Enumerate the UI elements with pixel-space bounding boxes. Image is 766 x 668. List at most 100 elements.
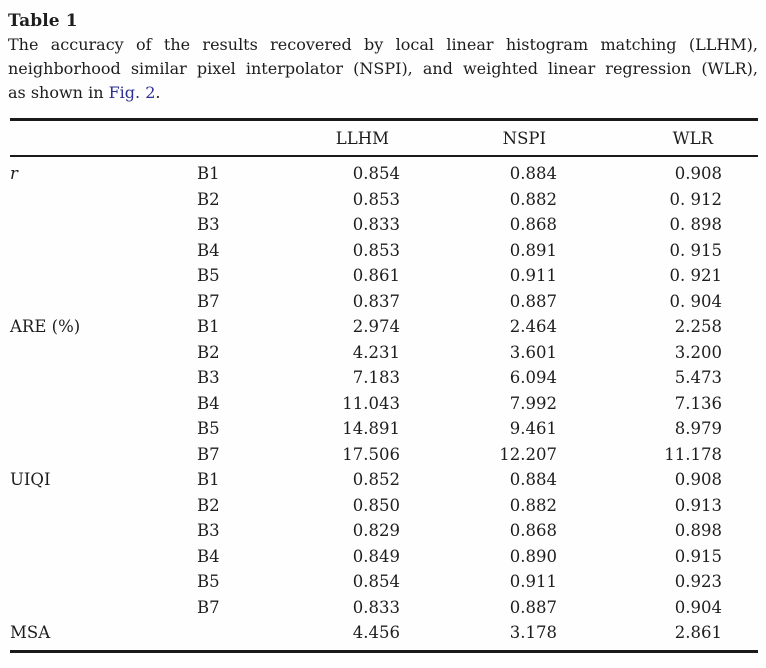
metric-label xyxy=(10,595,197,621)
nspi-value: 0.911 xyxy=(509,266,557,285)
metric-label xyxy=(10,263,197,289)
nspi-value: 0.890 xyxy=(509,546,557,566)
band-label: B2 xyxy=(197,495,220,515)
llhm-value: 4.231 xyxy=(352,342,400,362)
nspi-value: 7.992 xyxy=(509,393,557,413)
band-label: B1 xyxy=(197,470,220,489)
wlr-value: 0. 904 xyxy=(669,291,722,311)
band-label: B2 xyxy=(197,342,220,362)
nspi-value: 0.887 xyxy=(509,291,557,311)
band-label xyxy=(197,620,330,651)
table-row: B2 4.231 3.601 3.200 xyxy=(10,340,758,366)
metric-label: MSA xyxy=(10,623,51,642)
metric-label xyxy=(10,187,197,213)
band-label: B3 xyxy=(197,368,220,387)
nspi-value: 0.911 xyxy=(509,572,557,591)
wlr-value: 8.979 xyxy=(674,419,722,438)
table-title: Table 1 xyxy=(8,11,78,31)
wlr-value: 0.908 xyxy=(674,164,722,183)
table-row: ARE (%) B1 2.974 2.464 2.258 xyxy=(10,314,758,340)
wlr-value: 0.923 xyxy=(674,572,722,591)
wlr-value: 0. 915 xyxy=(669,240,722,260)
metric-label xyxy=(10,493,197,519)
table-row: B5 0.854 0.911 0.923 xyxy=(10,569,758,595)
nspi-value: 3.601 xyxy=(509,342,557,362)
band-label: B4 xyxy=(197,240,220,260)
llhm-value: 0.852 xyxy=(352,470,400,489)
llhm-value: 4.456 xyxy=(352,623,400,642)
nspi-value: 0.882 xyxy=(509,495,557,515)
table-row: B2 0.850 0.882 0.913 xyxy=(10,493,758,519)
band-label: B3 xyxy=(197,215,220,234)
wlr-value: 0. 898 xyxy=(669,215,722,234)
caption-line-3-text: as shown in xyxy=(8,83,109,102)
table-row: B7 0.833 0.887 0.904 xyxy=(10,595,758,621)
nspi-value: 0.868 xyxy=(509,521,557,540)
band-label: B7 xyxy=(197,444,220,464)
band-label: B4 xyxy=(197,393,220,413)
header-row: LLHM NSPI WLR xyxy=(10,119,758,157)
metric-label: ARE (%) xyxy=(10,317,81,336)
caption-line-2: neighborhood similar pixel interpolator … xyxy=(8,59,758,78)
band-label: B5 xyxy=(197,572,220,591)
wlr-value: 0.915 xyxy=(674,546,722,566)
llhm-value: 14.891 xyxy=(342,419,400,438)
llhm-value: 7.183 xyxy=(352,368,400,387)
metric-label xyxy=(10,391,197,417)
caption-line-1: The accuracy of the results recovered by… xyxy=(8,35,758,54)
band-label: B3 xyxy=(197,521,220,540)
llhm-value: 0.850 xyxy=(352,495,400,515)
llhm-value: 17.506 xyxy=(342,444,400,464)
wlr-value: 2.258 xyxy=(674,317,722,336)
wlr-value: 0. 912 xyxy=(669,189,722,209)
wlr-value: 0. 921 xyxy=(669,266,722,285)
wlr-value: 0.908 xyxy=(674,470,722,489)
table-row: B5 14.891 9.461 8.979 xyxy=(10,416,758,442)
results-table: LLHM NSPI WLR r B1 0.854 0.884 0.908 B2 0.853 0… xyxy=(10,118,758,653)
nspi-value: 9.461 xyxy=(509,419,557,438)
band-label: B4 xyxy=(197,546,220,566)
header-band xyxy=(197,119,330,157)
table-row: B7 17.506 12.207 11.178 xyxy=(10,442,758,468)
table-row: B7 0.837 0.887 0. 904 xyxy=(10,289,758,315)
metric-label xyxy=(10,544,197,570)
band-label: B7 xyxy=(197,291,220,311)
llhm-value: 0.837 xyxy=(352,291,400,311)
table-row: MSA 4.456 3.178 2.861 xyxy=(10,620,758,651)
wlr-value: 5.473 xyxy=(674,368,722,387)
llhm-value: 0.853 xyxy=(352,189,400,209)
nspi-value: 6.094 xyxy=(509,368,557,387)
caption-line-3: as shown in Fig. 2. xyxy=(8,81,758,105)
nspi-value: 0.884 xyxy=(509,164,557,183)
nspi-value: 0.882 xyxy=(509,189,557,209)
nspi-value: 0.887 xyxy=(509,597,557,617)
wlr-value: 7.136 xyxy=(674,393,722,413)
table-row: UIQI B1 0.852 0.884 0.908 xyxy=(10,467,758,493)
table-row: B3 0.829 0.868 0.898 xyxy=(10,518,758,544)
metric-label xyxy=(10,416,197,442)
header-metric xyxy=(10,119,197,157)
table-row: B4 0.853 0.891 0. 915 xyxy=(10,238,758,264)
metric-label xyxy=(10,365,197,391)
header-wlr: WLR xyxy=(557,119,758,157)
llhm-value: 0.854 xyxy=(352,572,400,591)
table-row: B4 11.043 7.992 7.136 xyxy=(10,391,758,417)
band-label: B1 xyxy=(197,317,220,336)
header-nspi: NSPI xyxy=(400,119,557,157)
table-caption: The accuracy of the results recovered by… xyxy=(8,33,758,105)
metric-label xyxy=(10,238,197,264)
metric-label xyxy=(10,569,197,595)
llhm-value: 11.043 xyxy=(342,393,400,413)
table-row: B4 0.849 0.890 0.915 xyxy=(10,544,758,570)
llhm-value: 0.829 xyxy=(352,521,400,540)
wlr-value: 0.898 xyxy=(674,521,722,540)
nspi-value: 12.207 xyxy=(499,444,557,464)
metric-label xyxy=(10,289,197,315)
figure-2-link[interactable]: Fig. 2 xyxy=(108,83,156,102)
metric-label: r xyxy=(10,164,18,183)
llhm-value: 0.853 xyxy=(352,240,400,260)
metric-label xyxy=(10,442,197,468)
band-label: B1 xyxy=(197,164,220,183)
wlr-value: 2.861 xyxy=(674,623,722,642)
